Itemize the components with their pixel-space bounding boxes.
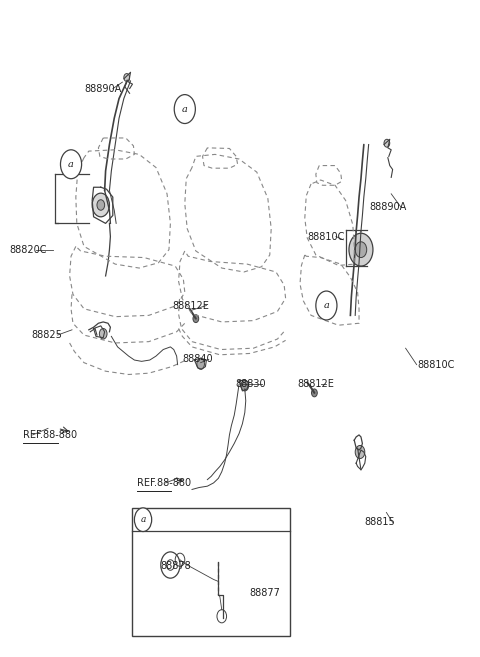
Text: 88890A: 88890A (84, 83, 121, 94)
Circle shape (197, 359, 204, 369)
Text: 88812E: 88812E (173, 300, 210, 311)
Text: a: a (68, 160, 74, 169)
Text: 88812E: 88812E (298, 379, 335, 390)
Circle shape (241, 380, 249, 391)
Circle shape (92, 193, 109, 217)
Text: 88878: 88878 (161, 561, 192, 572)
Text: 88877: 88877 (250, 587, 280, 598)
Circle shape (193, 315, 199, 323)
Text: 88840: 88840 (182, 354, 213, 365)
Bar (132, 508, 290, 636)
Circle shape (161, 552, 180, 578)
Circle shape (124, 74, 130, 81)
Text: REF.88-880: REF.88-880 (137, 478, 191, 488)
Text: 88830: 88830 (235, 379, 266, 390)
Text: 88890A: 88890A (370, 202, 407, 212)
Circle shape (312, 389, 317, 397)
Circle shape (97, 200, 105, 210)
Circle shape (316, 291, 337, 320)
Circle shape (174, 95, 195, 124)
Text: 88810C: 88810C (307, 231, 345, 242)
Circle shape (134, 508, 152, 532)
Text: a: a (182, 104, 188, 114)
Circle shape (60, 150, 82, 179)
Text: a: a (324, 301, 329, 310)
Text: 88825: 88825 (31, 330, 62, 340)
Text: 88815: 88815 (365, 517, 396, 528)
Circle shape (349, 233, 373, 266)
Circle shape (384, 139, 390, 147)
Text: 88810C: 88810C (418, 359, 455, 370)
Circle shape (99, 328, 107, 339)
Text: 88820C: 88820C (10, 244, 47, 255)
Text: REF.88-880: REF.88-880 (23, 430, 77, 440)
Circle shape (355, 445, 365, 459)
Text: a: a (140, 515, 146, 524)
Circle shape (355, 242, 367, 258)
